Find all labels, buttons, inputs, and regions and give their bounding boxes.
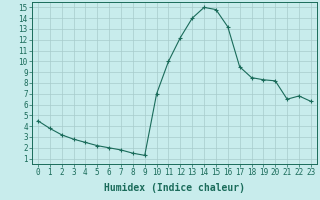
X-axis label: Humidex (Indice chaleur): Humidex (Indice chaleur)	[104, 183, 245, 193]
